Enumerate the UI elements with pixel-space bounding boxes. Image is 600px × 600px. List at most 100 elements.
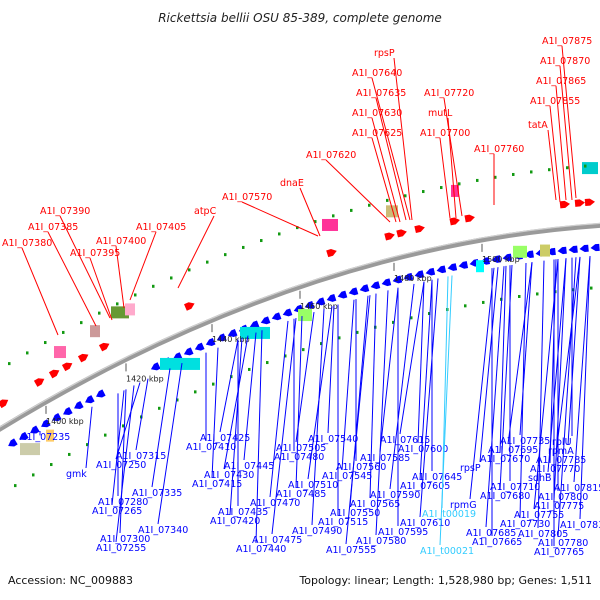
reverse-gene-label: A1I_07645 xyxy=(412,472,462,483)
label-leader-line xyxy=(89,257,113,321)
label-leader-line xyxy=(157,362,183,525)
reverse-gene-label: A1I_07680 xyxy=(480,491,530,502)
label-leader-line xyxy=(559,65,573,201)
label-leader-line xyxy=(371,117,401,223)
reverse-gene-label: A1I_07585 xyxy=(360,453,410,464)
track-marker xyxy=(314,220,317,224)
track-marker xyxy=(26,351,29,355)
topology-text: Topology: linear; Length: 1,528,980 bp; … xyxy=(298,574,592,587)
reverse-gene-arrow xyxy=(260,316,271,325)
reverse-gene-label: A1I_07445 xyxy=(224,461,274,472)
tick-label: 1400 kbp xyxy=(46,417,84,426)
reverse-gene-label: rpmA xyxy=(548,446,574,457)
track-marker xyxy=(170,276,173,280)
track-marker xyxy=(284,354,287,358)
label-leader-line xyxy=(325,159,391,223)
feature-box xyxy=(451,184,459,197)
reverse-gene-label: A1I_07730 xyxy=(500,519,550,530)
label-leader-line xyxy=(177,215,215,289)
forward-gene-label: A1I_07380 xyxy=(2,238,52,249)
reverse-gene-label: A1I_07435 xyxy=(218,507,268,518)
track-marker xyxy=(530,170,533,174)
feature-box xyxy=(20,443,40,456)
reverse-gene-label: A1I_07410 xyxy=(186,442,236,453)
reverse-gene-label: A1I_07780 xyxy=(538,538,588,549)
reverse-gene-arrow xyxy=(52,413,62,422)
reverse-gene-label: A1I_07250 xyxy=(96,460,146,471)
track-marker xyxy=(224,253,227,257)
reverse-gene-arrow xyxy=(205,337,216,346)
forward-gene-arrow xyxy=(384,232,395,241)
reverse-gene-arrow xyxy=(557,246,567,255)
reverse-gene-label: A1I_07440 xyxy=(236,544,286,555)
track-marker xyxy=(212,382,215,386)
reverse-gene-label: A1I_07490 xyxy=(292,526,342,537)
feature-box xyxy=(46,429,54,442)
reverse-gene-arrow xyxy=(63,406,73,416)
forward-gene-label: A1I_07855 xyxy=(530,96,580,107)
page-title: Rickettsia bellii OSU 85-389, complete g… xyxy=(158,11,442,25)
forward-gene-label: A1I_07390 xyxy=(40,206,90,217)
reverse-gene-label: A1I_07565 xyxy=(350,499,400,510)
forward-gene-arrow xyxy=(414,225,425,234)
label-leader-line xyxy=(519,262,533,436)
forward-features xyxy=(0,198,595,409)
label-leader-line xyxy=(419,278,439,518)
label-leader-line xyxy=(499,265,507,454)
label-leader-line xyxy=(469,267,495,500)
label-leader-line xyxy=(557,257,577,538)
forward-gene-label: tatA xyxy=(528,120,548,131)
label-leader-line xyxy=(439,137,451,219)
reverse-gene-arrow xyxy=(315,297,326,306)
label-leader-line xyxy=(295,312,315,443)
genome-backbone xyxy=(0,222,600,432)
reverse-gene-arrow xyxy=(590,243,600,252)
track-marker xyxy=(590,286,593,290)
forward-gene-label: A1I_07570 xyxy=(222,192,272,203)
forward-gene-arrow xyxy=(61,362,73,372)
reverse-gene-arrow xyxy=(19,431,29,440)
reverse-gene-arrow xyxy=(403,272,414,281)
label-leader-line xyxy=(223,335,249,470)
label-leader-line xyxy=(479,267,499,463)
reverse-gene-label: A1I_07480 xyxy=(274,452,324,463)
forward-gene-arrow xyxy=(98,342,110,352)
feature-box xyxy=(386,205,398,218)
reverse-gene-arrow xyxy=(216,333,227,342)
track-marker xyxy=(116,302,119,306)
label-leader-line xyxy=(295,316,303,489)
label-leader-line xyxy=(211,347,219,479)
track-marker xyxy=(242,245,245,249)
track-marker xyxy=(440,186,443,190)
track-marker xyxy=(584,164,587,168)
scale-ticks: 1400 kbp 1420 kbp 1440 kbp 1460 kbp 1480 kbp… xyxy=(45,243,520,426)
reverse-gene-label: A1I_07430 xyxy=(204,470,254,481)
forward-gene-arrow xyxy=(326,249,337,258)
track-marker xyxy=(536,292,539,296)
label-leader-line xyxy=(549,105,561,203)
tick-label: 1420 kbp xyxy=(126,374,164,383)
reverse-gene-label: rpsP xyxy=(460,463,481,474)
reverse-gene-label: A1I_07300 xyxy=(100,534,150,545)
reverse-gene-arrow xyxy=(85,395,95,404)
label-leader-line xyxy=(555,85,567,201)
reverse-gene-label: A1I_07580 xyxy=(356,536,406,547)
label-leader-line xyxy=(567,256,581,446)
label-leader-line xyxy=(375,97,407,221)
reverse-gene-label: A1I_07255 xyxy=(96,543,146,554)
reverse-gene-label: rplU xyxy=(552,437,572,448)
forward-gene-label: atpC xyxy=(194,206,217,217)
forward-gene-arrow xyxy=(559,200,570,209)
reverse-gene-label: A1I_07485 xyxy=(276,489,326,500)
track-marker xyxy=(86,443,89,447)
reverse-gene-label: A1I_07545 xyxy=(322,471,372,482)
reverse-gene-label: A1I_07335 xyxy=(132,488,182,499)
reverse-gene-arrow xyxy=(502,253,512,262)
label-leader-line xyxy=(255,330,263,544)
track-marker xyxy=(68,452,71,456)
forward-gene-label: A1I_07870 xyxy=(540,56,590,67)
label-leader-line xyxy=(219,339,239,433)
track-marker xyxy=(320,342,323,346)
track-marker xyxy=(152,284,155,288)
feature-box xyxy=(476,260,484,273)
